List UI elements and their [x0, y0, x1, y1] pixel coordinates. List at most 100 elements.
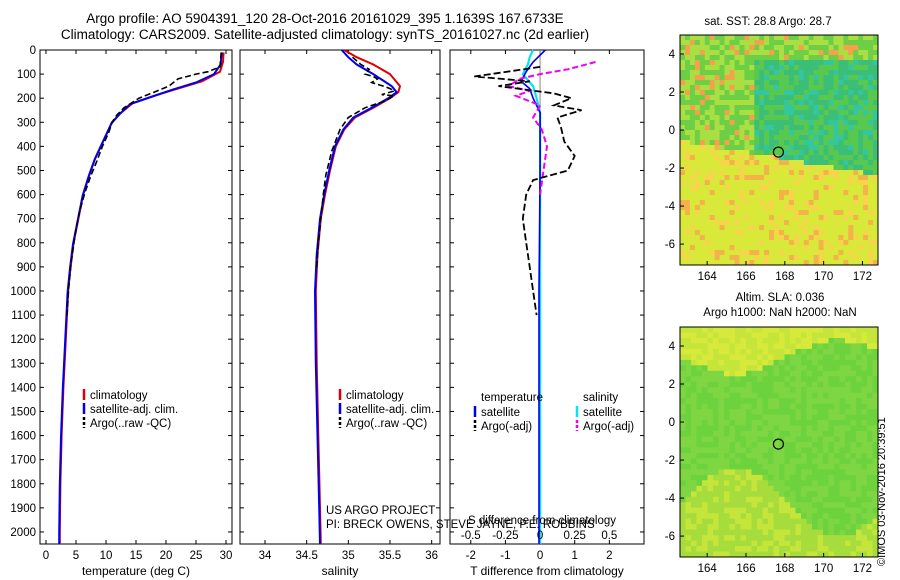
satellite-clim-line	[58, 52, 223, 544]
map-xtick-label: 168	[775, 271, 794, 283]
map-xtick-label: 168	[775, 563, 794, 575]
ytick-label: 100	[17, 69, 36, 81]
pi-label: PI: BRECK OWENS, STEVE JAYNE, P.E. ROBBI…	[326, 519, 595, 531]
xlabel-salinity: salinity	[322, 564, 359, 578]
top-xtick-label: -0.5	[461, 530, 481, 542]
legend-label: climatology	[90, 390, 148, 402]
map-ytick-label: 2	[669, 87, 675, 99]
xtick-label: 30	[220, 550, 233, 562]
xtick-label: 15	[130, 550, 143, 562]
map-ytick-label: -4	[665, 493, 676, 505]
map-ytick-label: -4	[665, 201, 676, 213]
map-xtick-label: 172	[853, 271, 872, 283]
xlabel-difference: T difference from climatology	[470, 564, 624, 578]
map-ytick-label: -6	[665, 239, 675, 251]
argo-profile-line	[66, 52, 222, 316]
map-ytick-label: -6	[665, 531, 675, 543]
top-xtick-label: 0	[537, 530, 543, 542]
satellite-clim-line	[313, 49, 399, 545]
map-ytick-label: 0	[669, 417, 675, 429]
axes-frame-difference	[449, 49, 645, 545]
map-xtick-label: 164	[698, 271, 718, 283]
ytick-label: 1000	[10, 286, 36, 298]
ytick-label: 2000	[10, 527, 36, 539]
figure-title-line2: Climatology: CARS2009. Satellite-adjuste…	[60, 27, 590, 42]
ytick-label: 300	[17, 117, 36, 129]
legend-label: satellite-adj. clim.	[346, 404, 434, 416]
ytick-label: 1700	[10, 455, 36, 467]
map-ytick-label: -2	[665, 455, 675, 467]
xtick-label: 0	[537, 550, 543, 562]
map-xtick-label: 164	[698, 563, 718, 575]
legend-label: Argo(-adj)	[583, 421, 634, 433]
sla-map	[679, 326, 879, 558]
legend-label: Argo(..raw -QC)	[346, 418, 427, 430]
map-frame	[679, 326, 879, 558]
map-ytick-label: -2	[665, 163, 675, 175]
map-xtick-label: 170	[814, 563, 833, 575]
map-xtick-label: 166	[736, 271, 755, 283]
legend-heading-temperature: temperature	[481, 392, 543, 404]
top-xtick-label: 0.5	[601, 530, 617, 542]
figure-title-line1: Argo profile: AO 5904391_120 28-Oct-2016…	[86, 11, 564, 26]
ytick-label: 1800	[10, 479, 36, 491]
xtick-label: 34.5	[295, 550, 317, 562]
argo-profile-line	[315, 56, 397, 267]
ytick-label: 200	[17, 93, 36, 105]
temperature-argo-diff-line	[474, 66, 582, 316]
xtick-label: 36	[425, 550, 438, 562]
argo-float-marker	[772, 438, 785, 450]
xtick-label: 2	[606, 550, 612, 562]
sst-map-title: sat. SST: 28.8 Argo: 28.7	[704, 16, 831, 28]
salinity-argo-diff-line	[506, 61, 596, 195]
ytick-label: 700	[17, 214, 36, 226]
project-label: US ARGO PROJECT	[326, 505, 435, 517]
top-xlabel: S difference from climatology	[468, 515, 616, 527]
legend-label: satellite	[583, 407, 622, 419]
xtick-label: 35.5	[379, 550, 401, 562]
ytick-label: 0	[30, 45, 36, 57]
axes-frame-temperature	[39, 49, 233, 545]
xtick-label: 34	[259, 550, 272, 562]
ytick-label: 1100	[11, 310, 36, 322]
map-ytick-label: 2	[669, 379, 675, 391]
xtick-label: 5	[73, 550, 79, 562]
sst-map	[679, 34, 879, 266]
xtick-label: 1	[572, 550, 578, 562]
xtick-label: 10	[100, 550, 113, 562]
map-frame	[679, 34, 879, 266]
sla-map-title: Altim. SLA: 0.036	[736, 292, 825, 304]
ytick-label: 1300	[10, 358, 36, 370]
legend-label: climatology	[346, 390, 404, 402]
map-ytick-label: 4	[669, 341, 676, 353]
legend-label: satellite-adj. clim.	[90, 404, 178, 416]
xlabel-temperature: temperature (deg C)	[82, 564, 190, 578]
ytick-label: 1500	[10, 406, 36, 418]
legend-label: satellite	[481, 407, 520, 419]
legend-label: Argo(..raw -QC)	[90, 418, 171, 430]
axes-frame-salinity	[239, 49, 441, 545]
ytick-label: 1200	[10, 334, 36, 346]
ytick-label: 500	[17, 165, 36, 177]
top-xtick-label: 0.25	[564, 530, 586, 542]
ytick-label: 400	[17, 141, 36, 153]
sla-map-subtitle: Argo h1000: NaN h2000: NaN	[703, 307, 856, 319]
xtick-label: 0	[43, 550, 49, 562]
xtick-label: -1	[500, 550, 510, 562]
ytick-label: 600	[17, 190, 36, 202]
xtick-label: 25	[190, 550, 203, 562]
xtick-label: 35	[342, 550, 355, 562]
map-ytick-label: 4	[669, 49, 676, 61]
ytick-label: 900	[17, 262, 36, 274]
argo-float-marker	[772, 146, 785, 158]
xtick-label: -2	[466, 550, 476, 562]
map-xtick-label: 170	[814, 271, 833, 283]
map-ytick-label: 0	[669, 125, 675, 137]
xtick-label: 20	[160, 550, 173, 562]
ytick-label: 1900	[10, 503, 36, 515]
legend-heading-salinity: salinity	[583, 392, 618, 404]
top-xtick-label: -0.25	[492, 530, 518, 542]
map-xtick-label: 166	[736, 563, 755, 575]
ytick-label: 1400	[10, 382, 36, 394]
